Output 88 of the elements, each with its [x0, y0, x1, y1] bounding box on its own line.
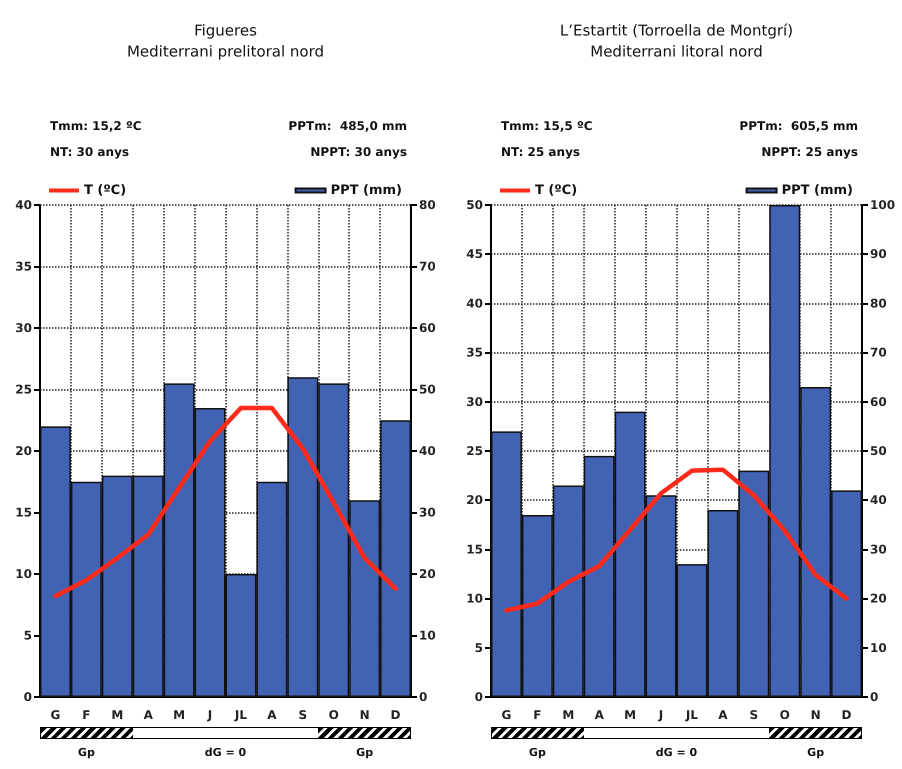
y2-tick-label: 10 [419, 628, 436, 642]
y-tick-label: 30 [15, 321, 32, 335]
x-tick-label: A [144, 708, 154, 722]
legend-label: PPT (mm) [782, 183, 854, 198]
y2-tick-label: 60 [870, 394, 887, 409]
y-tick-label: 25 [466, 444, 483, 458]
x-tick-label: G [502, 708, 512, 722]
x-tick-label: A [594, 708, 605, 722]
y-tick-label: 30 [466, 394, 483, 409]
text: PPTm: 605,5 mm [739, 119, 858, 133]
x-tick-label: M [173, 708, 186, 722]
line-series [504, 467, 849, 613]
text: Gp [78, 746, 95, 759]
y2-tick-label: 20 [870, 592, 887, 606]
y2-tick-label: 100 [870, 198, 896, 212]
y2-tick-label: 20 [419, 567, 436, 581]
x-tick-label: F [533, 708, 542, 722]
x-tick-label: S [749, 708, 758, 722]
line-series [53, 406, 398, 598]
text: Gp [356, 746, 374, 759]
legend-label: PPT (mm) [330, 183, 402, 198]
text: NT: 25 anys [501, 145, 580, 159]
y2-tick-label: 50 [419, 382, 436, 396]
y-tick-label: 0 [474, 690, 483, 704]
y-tick-label: 10 [466, 592, 483, 606]
y2-tick-label: 0 [870, 690, 878, 704]
y2-tick-label: 80 [419, 198, 436, 212]
y-tick-label: 50 [466, 198, 483, 212]
y-tick-label: 5 [474, 640, 483, 655]
y-tick-label: 15 [466, 542, 483, 556]
x-tick-label: J [658, 708, 664, 722]
chart-subtitle: Mediterrani litoral nord [590, 42, 763, 60]
x-tick-label: D [842, 708, 852, 722]
y2-tick-label: 70 [870, 346, 887, 360]
text: NPPT: 25 anys [761, 145, 858, 159]
y2-tick-label: 70 [419, 260, 436, 274]
y-tick-label: 45 [466, 247, 483, 262]
x-tick-label: S [298, 708, 308, 722]
chart-title: Figueres [194, 22, 258, 40]
x-tick-label: J [206, 708, 212, 722]
text: dG = 0 [656, 746, 698, 759]
text: Tmm: 15,5 ºC [501, 119, 593, 133]
y2-tick-label: 10 [870, 640, 887, 655]
x-tick-label: N [360, 708, 370, 722]
y2-tick-label: 80 [870, 296, 887, 310]
y-tick-label: 40 [466, 296, 483, 310]
text: Gp [528, 746, 546, 759]
legend-label: T (ºC) [84, 183, 126, 198]
x-tick-label: M [562, 708, 574, 722]
x-tick-label: O [328, 708, 339, 722]
x-tick-label: M [624, 708, 636, 722]
y-tick-label: 20 [466, 493, 483, 508]
x-tick-label: JL [684, 708, 698, 722]
x-tick-label: JL [234, 708, 248, 722]
y2-tick-label: 40 [870, 493, 887, 508]
y2-tick-label: 50 [870, 444, 887, 458]
chart-title: L’Estartit (Torroella de Montgrí) [560, 22, 794, 40]
y2-tick-label: 30 [419, 506, 436, 520]
y-tick-label: 5 [24, 628, 32, 642]
text: PPTm: 485,0 mm [288, 119, 407, 133]
chart-subtitle: Mediterrani prelitoral nord [126, 42, 324, 60]
text: Tmm: 15,2 ºC [50, 119, 142, 133]
y2-tick-label: 90 [870, 247, 887, 262]
y-tick-label: 20 [15, 444, 32, 458]
x-tick-label: G [50, 708, 60, 722]
x-tick-label: A [718, 708, 728, 722]
y-tick-label: 35 [466, 346, 483, 360]
x-tick-label: M [111, 708, 124, 722]
x-tick-label: O [780, 708, 790, 722]
text: NPPT: 30 anys [310, 145, 407, 159]
x-tick-label: D [390, 708, 401, 722]
x-tick-label: A [267, 708, 278, 722]
x-tick-label: N [810, 708, 821, 722]
y2-tick-label: 60 [419, 321, 436, 335]
legend-label: T (ºC) [535, 183, 578, 198]
text: NT: 30 anys [50, 145, 130, 159]
y-tick-label: 15 [15, 506, 32, 520]
text: Gp [807, 746, 824, 759]
x-tick-label: F [82, 708, 90, 722]
y2-tick-label: 0 [419, 690, 428, 704]
y-tick-label: 10 [15, 567, 32, 581]
y-tick-label: 35 [15, 260, 32, 274]
y-tick-label: 25 [15, 382, 32, 396]
y-tick-label: 40 [15, 198, 32, 212]
text: dG = 0 [204, 746, 247, 759]
y-tick-label: 0 [24, 690, 32, 704]
y2-tick-label: 30 [870, 542, 887, 556]
y2-tick-label: 40 [419, 444, 436, 458]
